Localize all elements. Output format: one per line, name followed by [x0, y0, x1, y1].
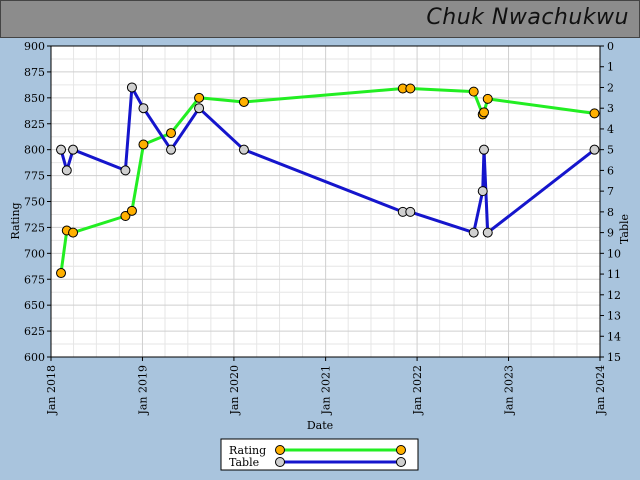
legend-marker-table — [275, 457, 285, 467]
y2-tick-label: 4 — [607, 123, 614, 136]
y-tick-label: 850 — [24, 92, 45, 105]
y-tick-label: 900 — [24, 40, 45, 53]
y2-tick-label: 9 — [607, 227, 614, 240]
x-tick-label: Jan 2020 — [228, 365, 241, 416]
y2-tick-label: 7 — [607, 185, 614, 198]
data-point-rating — [194, 92, 205, 103]
data-point-rating — [120, 211, 131, 222]
data-point-rating — [589, 108, 600, 119]
y2-tick-label: 2 — [607, 81, 614, 94]
x-tick-label: Jan 2023 — [503, 365, 516, 416]
data-point-table — [478, 144, 489, 155]
y-tick-label: 725 — [24, 221, 45, 234]
data-point-rating — [138, 139, 149, 150]
x-tick-label: Jan 2022 — [411, 365, 424, 416]
data-point-table — [126, 82, 137, 93]
data-point-table — [194, 103, 205, 114]
y2-axis-label: Table — [618, 214, 631, 244]
series-markers — [56, 82, 600, 279]
data-point-rating — [126, 205, 137, 216]
data-point-rating — [56, 268, 67, 279]
y2-tick-label: 10 — [607, 247, 621, 260]
data-point-rating — [478, 107, 489, 118]
y2-tick-label: 14 — [607, 330, 621, 343]
data-point-table — [68, 144, 79, 155]
data-point-rating — [405, 83, 416, 94]
y2-tick-label: 11 — [607, 268, 621, 281]
y-tick-label: 700 — [24, 247, 45, 260]
y-tick-label: 775 — [24, 170, 45, 183]
y2-tick-label: 15 — [607, 351, 621, 364]
y-tick-label: 650 — [24, 299, 45, 312]
y-axis-label: Rating — [9, 202, 22, 239]
data-point-table — [238, 144, 249, 155]
legend-marker-rating — [275, 445, 285, 455]
data-point-table — [468, 227, 479, 238]
legend-label-rating: Rating — [229, 444, 266, 457]
x-tick-label: Jan 2018 — [45, 365, 58, 416]
x-tick-label: Jan 2024 — [594, 365, 607, 416]
y2-tick-label: 13 — [607, 310, 621, 323]
data-point-table — [120, 165, 131, 176]
data-point-rating — [166, 128, 177, 139]
y-tick-label: 600 — [24, 351, 45, 364]
y2-tick-label: 1 — [607, 61, 614, 74]
legend-marker-table — [396, 457, 406, 467]
data-point-rating — [482, 93, 493, 104]
data-point-table — [166, 144, 177, 155]
x-tick-label: Jan 2021 — [320, 365, 333, 416]
x-tick-label: Jan 2019 — [136, 365, 149, 416]
data-point-table — [589, 144, 600, 155]
data-point-table — [56, 144, 67, 155]
data-point-table — [138, 103, 149, 114]
legend-box — [220, 438, 419, 471]
y2-tick-label: 0 — [607, 40, 614, 53]
y2-tick-label: 8 — [607, 206, 614, 219]
plot-frame — [50, 45, 601, 358]
y-tick-label: 750 — [24, 196, 45, 209]
data-point-rating — [68, 227, 79, 238]
y2-tick-label: 5 — [607, 144, 614, 157]
legend-marker-rating — [396, 445, 406, 455]
y2-tick-label: 6 — [607, 164, 614, 177]
y2-tick-label: 3 — [607, 102, 614, 115]
data-point-table — [61, 165, 72, 176]
data-point-rating — [238, 96, 249, 107]
y-tick-label: 875 — [24, 66, 45, 79]
y-tick-label: 675 — [24, 273, 45, 286]
y-tick-label: 625 — [24, 325, 45, 338]
y-tick-label: 800 — [24, 144, 45, 157]
data-point-table — [405, 206, 416, 217]
chart-title: Chuk Nwachukwu — [426, 5, 629, 30]
data-point-table — [482, 227, 493, 238]
y-tick-label: 825 — [24, 118, 45, 131]
title-bar: Chuk Nwachukwu — [0, 0, 640, 38]
series-line-table — [59, 86, 596, 235]
legend-label-table: Table — [229, 456, 259, 469]
data-point-table — [477, 186, 488, 197]
y2-tick-label: 12 — [607, 289, 621, 302]
x-axis-label: Date — [307, 419, 333, 432]
data-point-rating — [468, 86, 479, 97]
